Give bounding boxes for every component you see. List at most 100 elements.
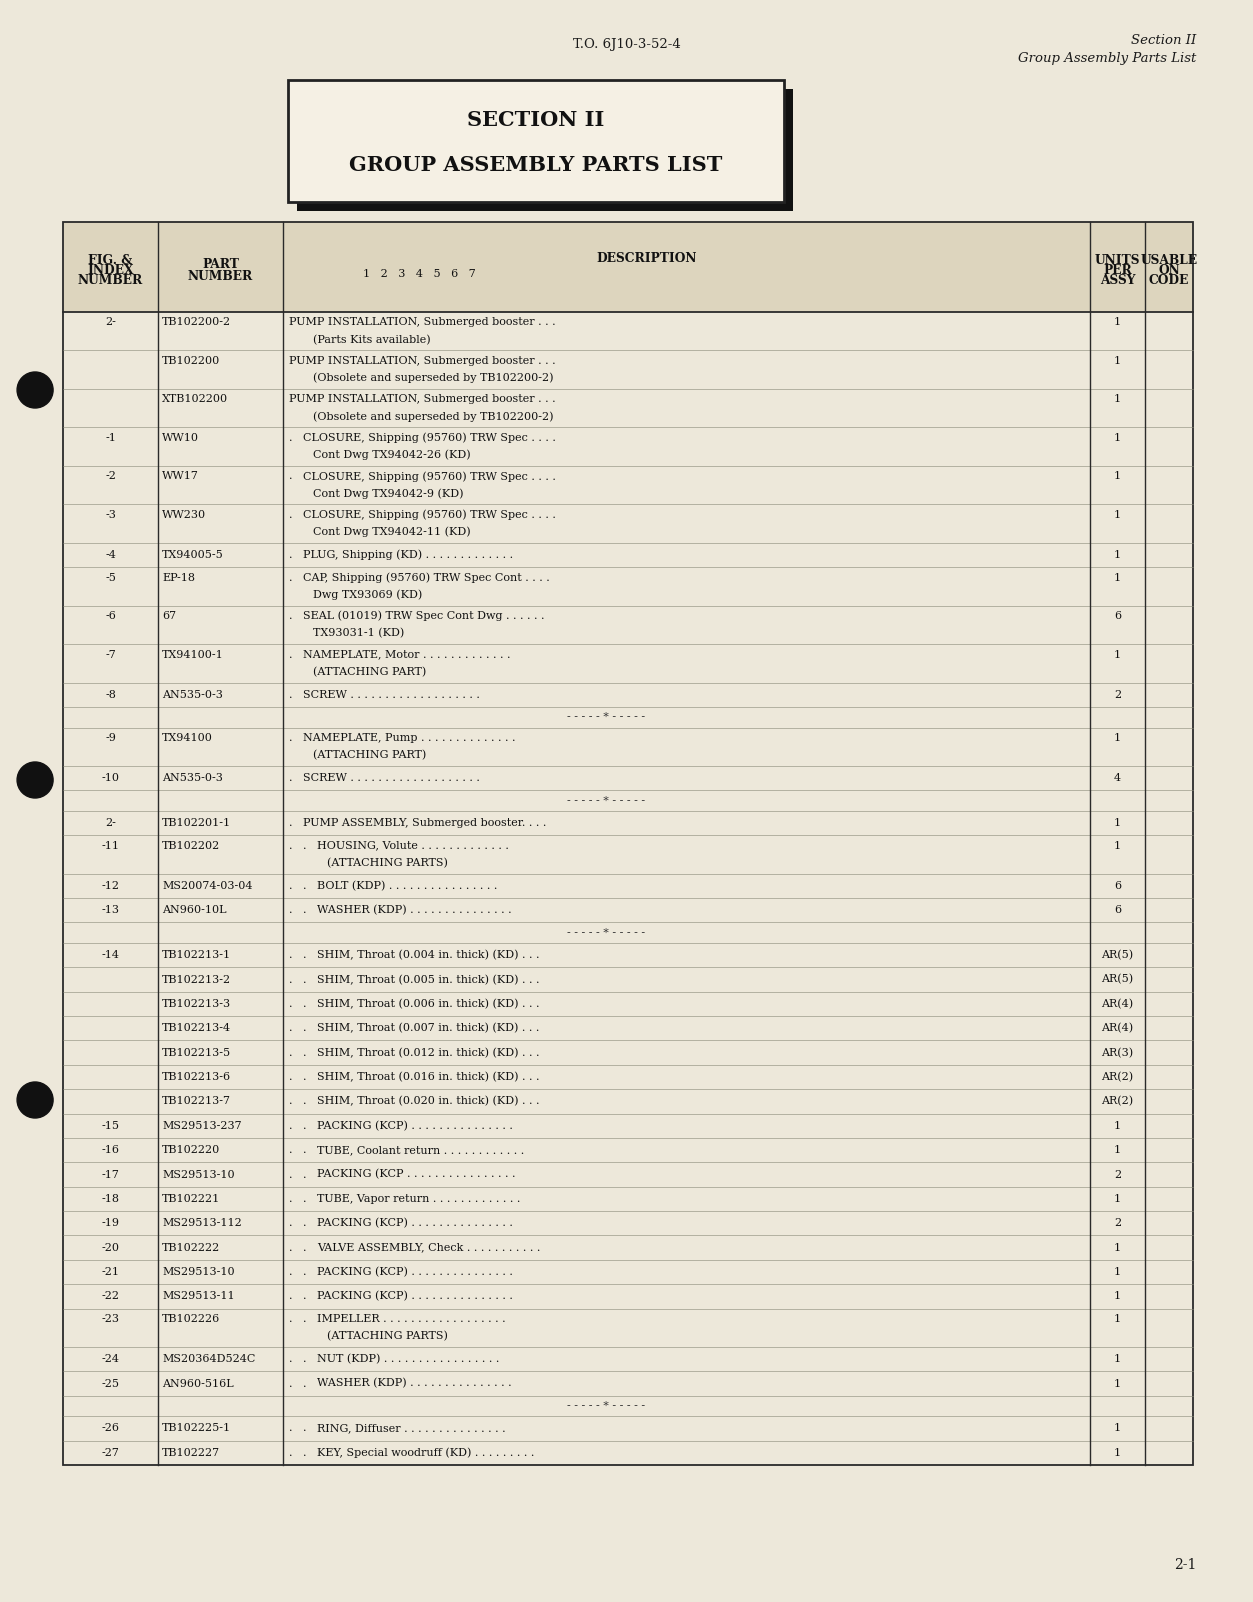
Text: PLUG, Shipping (KD) . . . . . . . . . . . . .: PLUG, Shipping (KD) . . . . . . . . . . …: [303, 549, 514, 561]
Text: .: .: [289, 1291, 292, 1301]
Text: AN960-10L: AN960-10L: [162, 905, 227, 915]
Text: 1: 1: [1114, 1379, 1121, 1389]
Text: HOUSING, Volute . . . . . . . . . . . . .: HOUSING, Volute . . . . . . . . . . . . …: [317, 841, 509, 851]
Text: NAMEPLATE, Pump . . . . . . . . . . . . . .: NAMEPLATE, Pump . . . . . . . . . . . . …: [303, 734, 515, 743]
Text: 1   2   3   4   5   6   7: 1 2 3 4 5 6 7: [363, 269, 476, 279]
Text: 1: 1: [1114, 356, 1121, 365]
Circle shape: [18, 763, 53, 798]
Text: - - - - - * - - - - -: - - - - - * - - - - -: [568, 928, 645, 937]
Text: TB102213-1: TB102213-1: [162, 950, 231, 960]
Text: 1: 1: [1114, 819, 1121, 828]
Text: CAP, Shipping (95760) TRW Spec Cont . . . .: CAP, Shipping (95760) TRW Spec Cont . . …: [303, 572, 550, 583]
Text: .: .: [289, 1169, 292, 1179]
Text: 1: 1: [1114, 572, 1121, 583]
Text: .: .: [289, 841, 292, 851]
Circle shape: [18, 372, 53, 409]
Text: Dwg TX93069 (KD): Dwg TX93069 (KD): [313, 590, 422, 601]
Text: -10: -10: [101, 774, 119, 783]
Text: TUBE, Vapor return . . . . . . . . . . . . .: TUBE, Vapor return . . . . . . . . . . .…: [317, 1193, 520, 1203]
Text: - - - - - * - - - - -: - - - - - * - - - - -: [568, 796, 645, 806]
Text: .: .: [303, 1024, 307, 1033]
Text: PACKING (KCP) . . . . . . . . . . . . . . .: PACKING (KCP) . . . . . . . . . . . . . …: [317, 1291, 512, 1301]
Text: 1: 1: [1114, 433, 1121, 442]
Text: -7: -7: [105, 649, 115, 660]
Text: -18: -18: [101, 1193, 119, 1203]
Text: WASHER (KDP) . . . . . . . . . . . . . . .: WASHER (KDP) . . . . . . . . . . . . . .…: [317, 1378, 511, 1389]
Text: CLOSURE, Shipping (95760) TRW Spec . . . .: CLOSURE, Shipping (95760) TRW Spec . . .…: [303, 471, 556, 482]
Text: PACKING (KCP . . . . . . . . . . . . . . . .: PACKING (KCP . . . . . . . . . . . . . .…: [317, 1169, 515, 1179]
Text: SECTION II: SECTION II: [467, 111, 605, 130]
Text: MS29513-237: MS29513-237: [162, 1121, 242, 1131]
Text: WW230: WW230: [162, 509, 207, 519]
Text: .: .: [303, 1048, 307, 1057]
Text: .: .: [289, 1424, 292, 1434]
Text: .: .: [289, 1000, 292, 1009]
Text: INDEX: INDEX: [88, 264, 134, 277]
Text: .: .: [289, 1024, 292, 1033]
Text: PART: PART: [202, 258, 239, 271]
Text: .: .: [289, 1121, 292, 1131]
Text: MS29513-10: MS29513-10: [162, 1267, 234, 1277]
Text: AR(5): AR(5): [1101, 974, 1134, 985]
Text: -4: -4: [105, 549, 117, 561]
Text: AN535-0-3: AN535-0-3: [162, 690, 223, 700]
Text: 1: 1: [1114, 1193, 1121, 1203]
Text: TX94100-1: TX94100-1: [162, 649, 224, 660]
Text: -25: -25: [101, 1379, 119, 1389]
Text: -15: -15: [101, 1121, 119, 1131]
Text: SCREW . . . . . . . . . . . . . . . . . . .: SCREW . . . . . . . . . . . . . . . . . …: [303, 690, 480, 700]
Text: .: .: [303, 1121, 307, 1131]
Text: UNITS: UNITS: [1095, 255, 1140, 268]
Text: -8: -8: [105, 690, 117, 700]
Text: .: .: [289, 1314, 292, 1323]
Text: 1: 1: [1114, 1121, 1121, 1131]
Text: AN960-516L: AN960-516L: [162, 1379, 233, 1389]
Text: - - - - - * - - - - -: - - - - - * - - - - -: [568, 713, 645, 723]
Text: .: .: [303, 1448, 307, 1458]
Text: TB102227: TB102227: [162, 1448, 221, 1458]
Text: VALVE ASSEMBLY, Check . . . . . . . . . . .: VALVE ASSEMBLY, Check . . . . . . . . . …: [317, 1243, 540, 1253]
Text: .: .: [303, 1424, 307, 1434]
Text: USABLE: USABLE: [1140, 255, 1198, 268]
Text: Group Assembly Parts List: Group Assembly Parts List: [1019, 51, 1197, 66]
Text: BOLT (KDP) . . . . . . . . . . . . . . . .: BOLT (KDP) . . . . . . . . . . . . . . .…: [317, 881, 497, 891]
Text: T.O. 6J10-3-52-4: T.O. 6J10-3-52-4: [573, 38, 680, 51]
Text: 67: 67: [162, 610, 177, 622]
Text: .: .: [303, 974, 307, 985]
Text: .: .: [289, 649, 292, 660]
Text: AR(3): AR(3): [1101, 1048, 1134, 1057]
Text: (Obsolete and superseded by TB102200-2): (Obsolete and superseded by TB102200-2): [313, 412, 554, 421]
Text: Section II: Section II: [1131, 34, 1197, 46]
Bar: [288, 80, 784, 202]
Text: IMPELLER . . . . . . . . . . . . . . . . . .: IMPELLER . . . . . . . . . . . . . . . .…: [317, 1314, 506, 1323]
Text: TB102213-3: TB102213-3: [162, 1000, 231, 1009]
Text: AR(2): AR(2): [1101, 1096, 1134, 1107]
Text: .: .: [289, 819, 292, 828]
Text: PUMP INSTALLATION, Submerged booster . . .: PUMP INSTALLATION, Submerged booster . .…: [289, 356, 555, 365]
Text: FIG. &: FIG. &: [89, 255, 133, 268]
Text: SHIM, Throat (0.016 in. thick) (KD) . . .: SHIM, Throat (0.016 in. thick) (KD) . . …: [317, 1072, 540, 1083]
Text: .: .: [289, 1072, 292, 1081]
Text: DESCRIPTION: DESCRIPTION: [596, 253, 697, 266]
Text: SHIM, Throat (0.020 in. thick) (KD) . . .: SHIM, Throat (0.020 in. thick) (KD) . . …: [317, 1096, 540, 1107]
Text: SHIM, Throat (0.007 in. thick) (KD) . . .: SHIM, Throat (0.007 in. thick) (KD) . . …: [317, 1024, 539, 1033]
Text: -3: -3: [105, 509, 117, 519]
Text: .: .: [303, 1072, 307, 1081]
Text: .: .: [289, 1379, 292, 1389]
Text: .: .: [303, 1354, 307, 1365]
Text: TB102213-5: TB102213-5: [162, 1048, 231, 1057]
Text: TX94005-5: TX94005-5: [162, 549, 224, 561]
Text: .: .: [289, 1193, 292, 1203]
Text: -24: -24: [101, 1354, 119, 1365]
Text: TB102213-2: TB102213-2: [162, 974, 231, 985]
Text: MS20074-03-04: MS20074-03-04: [162, 881, 253, 891]
Text: Cont Dwg TX94042-11 (KD): Cont Dwg TX94042-11 (KD): [313, 527, 471, 537]
Text: PACKING (KCP) . . . . . . . . . . . . . . .: PACKING (KCP) . . . . . . . . . . . . . …: [317, 1267, 512, 1277]
Text: -17: -17: [101, 1169, 119, 1179]
Text: MS29513-10: MS29513-10: [162, 1169, 234, 1179]
Text: -5: -5: [105, 572, 117, 583]
Text: 2: 2: [1114, 690, 1121, 700]
Text: 1: 1: [1114, 841, 1121, 851]
Text: .: .: [289, 905, 292, 915]
Text: -23: -23: [101, 1314, 119, 1323]
